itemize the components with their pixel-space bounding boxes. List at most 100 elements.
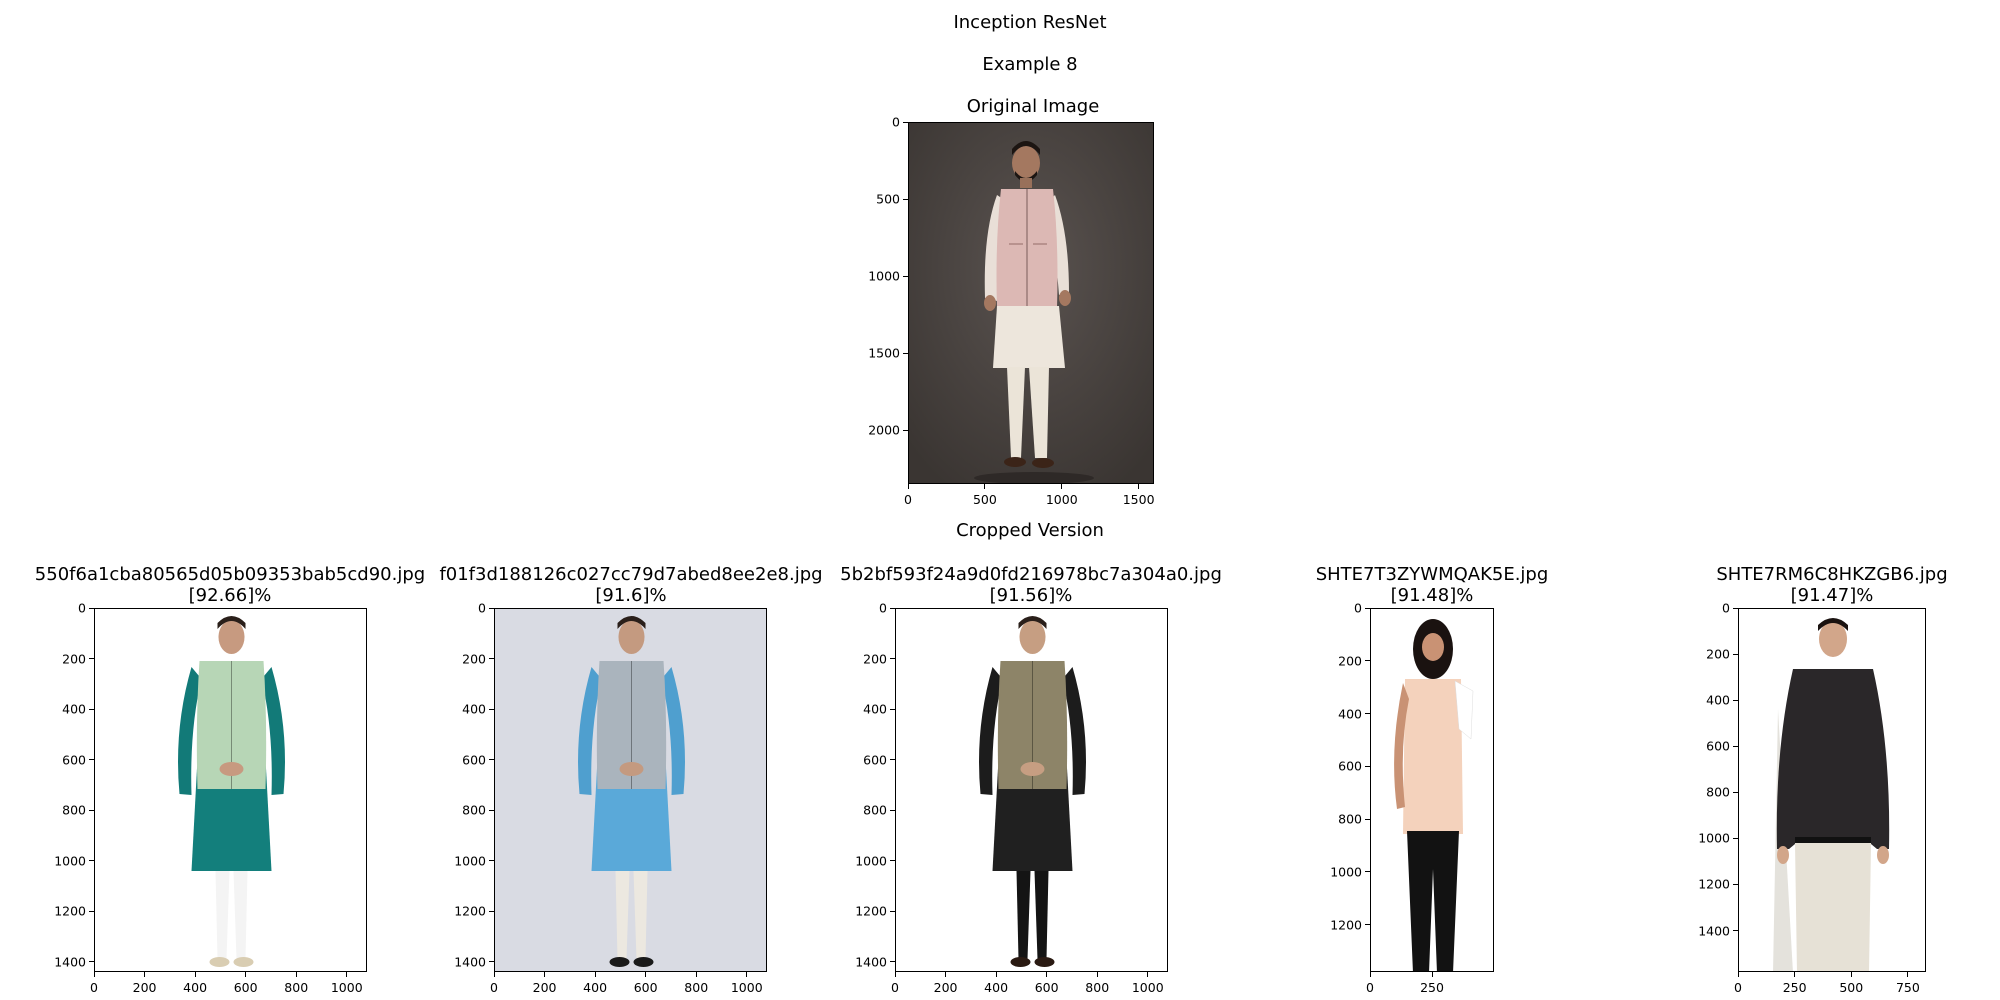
- result-5-y-tick-label: 600: [1706, 738, 1730, 754]
- original-y-tick: [903, 429, 908, 431]
- result-2-x-tick: [645, 972, 647, 977]
- original-x-tick: [1061, 484, 1063, 489]
- result-4-y-tick-label: 400: [1338, 706, 1362, 721]
- original-x-tick: [1138, 484, 1140, 489]
- result-1-x-tick: [346, 972, 348, 977]
- result-2-x-tick-label: 600: [633, 980, 658, 995]
- result-2-y-tick-label: 1000: [454, 853, 486, 869]
- result-5-y-tick-label: 400: [1706, 692, 1730, 708]
- original-y-tick-label: 1500: [868, 345, 900, 361]
- result-3-x-tick-label: 1000: [1131, 980, 1164, 995]
- original-x-tick: [984, 484, 986, 489]
- result-5-y-tick: [1733, 930, 1738, 932]
- result-person-figure: [979, 616, 1086, 967]
- result-1-x-tick-label: 800: [284, 980, 309, 995]
- original-y-tick-label: 0: [892, 114, 900, 130]
- result-4-x-tick-label: 250: [1420, 980, 1444, 995]
- result-3-x-tick-label: 200: [933, 980, 958, 995]
- result-1-y-tick-label: 400: [62, 701, 86, 717]
- result-image: [1738, 608, 1926, 972]
- result-1-y-tick: [89, 860, 94, 862]
- result-5-y-tick: [1733, 883, 1738, 885]
- result-1-x-tick: [194, 972, 196, 977]
- result-1-y-tick: [89, 910, 94, 912]
- result-image: [1370, 608, 1494, 972]
- result-2-y-tick: [489, 759, 494, 761]
- result-filename: SHTE7RM6C8HKZGB6.jpg: [1716, 564, 1948, 585]
- result-3-y-tick-label: 800: [863, 802, 887, 818]
- result-1-y-tick-label: 1400: [54, 954, 86, 970]
- result-filename: f01f3d188126c027cc79d7abed8ee2e8.jpg: [439, 564, 823, 585]
- original-image-title: Original Image: [966, 96, 1100, 117]
- original-y-tick-label: 500: [876, 191, 900, 207]
- result-score: [91.48]%: [1390, 585, 1474, 606]
- result-2-y-tick: [489, 809, 494, 811]
- result-2-x-tick: [493, 972, 495, 977]
- result-1-y-tick: [89, 961, 94, 963]
- result-score: [91.56]%: [989, 585, 1073, 606]
- result-2-x-tick: [594, 972, 596, 977]
- result-4-y-tick: [1365, 713, 1370, 714]
- result-3-y-tick: [890, 708, 895, 710]
- result-person-figure: [178, 616, 285, 967]
- result-3-y-tick: [890, 607, 895, 609]
- result-person-figure: [578, 616, 685, 967]
- result-5-x-tick-label: 500: [1839, 980, 1864, 995]
- original-x-tick-label: 1000: [1045, 492, 1078, 507]
- original-y-tick: [903, 198, 908, 200]
- result-3-y-tick: [890, 658, 895, 660]
- result-5-x-tick-label: 250: [1782, 980, 1807, 995]
- result-3-x-tick-label: 400: [984, 980, 1009, 995]
- result-5-y-tick-label: 800: [1706, 784, 1730, 800]
- result-4-y-tick-label: 200: [1338, 653, 1362, 669]
- result-2-x-tick: [544, 972, 546, 977]
- result-2-y-tick: [489, 910, 494, 912]
- result-1-x-tick: [245, 972, 247, 977]
- result-score: [92.66]%: [188, 585, 272, 606]
- original-y-tick: [903, 121, 908, 123]
- original-person-figure: [909, 123, 1153, 483]
- example-label: Example 8: [982, 54, 1078, 75]
- result-2-y-tick-label: 200: [462, 651, 486, 667]
- result-1-y-tick-label: 1200: [54, 903, 86, 919]
- result-5-x-tick-label: 750: [1895, 980, 1920, 995]
- result-4-y-tick-label: 0: [1354, 600, 1362, 616]
- result-4-y-tick: [1365, 818, 1370, 820]
- result-2-x-tick-label: 1000: [730, 980, 763, 995]
- result-4-x-tick: [1369, 972, 1371, 977]
- result-3-y-tick: [890, 759, 895, 761]
- result-3-x-tick: [945, 972, 947, 977]
- original-y-tick: [903, 275, 908, 277]
- result-1-y-tick: [89, 607, 94, 609]
- cropped-version-title: Cropped Version: [956, 520, 1104, 541]
- result-2-x-tick-label: 400: [583, 980, 608, 995]
- result-2-y-tick: [489, 961, 494, 963]
- result-3-x-tick-label: 600: [1034, 980, 1059, 995]
- result-image: [94, 608, 367, 972]
- result-2-y-tick: [489, 708, 494, 710]
- result-2-x-tick-label: 200: [532, 980, 557, 995]
- original-y-tick-label: 1000: [868, 268, 900, 284]
- result-3-y-tick-label: 1200: [855, 903, 887, 919]
- result-1-x-tick: [144, 972, 146, 977]
- result-3-y-tick: [890, 860, 895, 862]
- original-x-tick: [907, 484, 909, 489]
- result-3-y-tick-label: 0: [879, 600, 887, 616]
- result-1-y-tick-label: 800: [62, 802, 86, 818]
- result-1-y-tick: [89, 809, 94, 811]
- result-filename: 5b2bf593f24a9d0fd216978bc7a304a0.jpg: [840, 564, 1222, 585]
- original-image: [908, 122, 1154, 484]
- result-5-y-tick: [1733, 699, 1738, 701]
- result-5-x-tick: [1737, 972, 1739, 977]
- result-2-y-tick-label: 0: [478, 600, 486, 616]
- original-x-tick-label: 1500: [1122, 492, 1155, 507]
- result-3-x-tick-label: 800: [1085, 980, 1110, 995]
- result-5-y-tick: [1733, 837, 1738, 839]
- result-filename: 550f6a1cba80565d05b09353bab5cd90.jpg: [34, 564, 426, 585]
- result-5-x-tick: [1907, 972, 1909, 977]
- result-filename: SHTE7T3ZYWMQAK5E.jpg: [1315, 564, 1549, 585]
- result-4-y-tick-label: 1000: [1330, 864, 1362, 880]
- result-5-y-tick-label: 1000: [1698, 830, 1730, 846]
- original-x-tick-label: 500: [972, 492, 997, 507]
- result-4-y-tick-label: 800: [1338, 811, 1362, 827]
